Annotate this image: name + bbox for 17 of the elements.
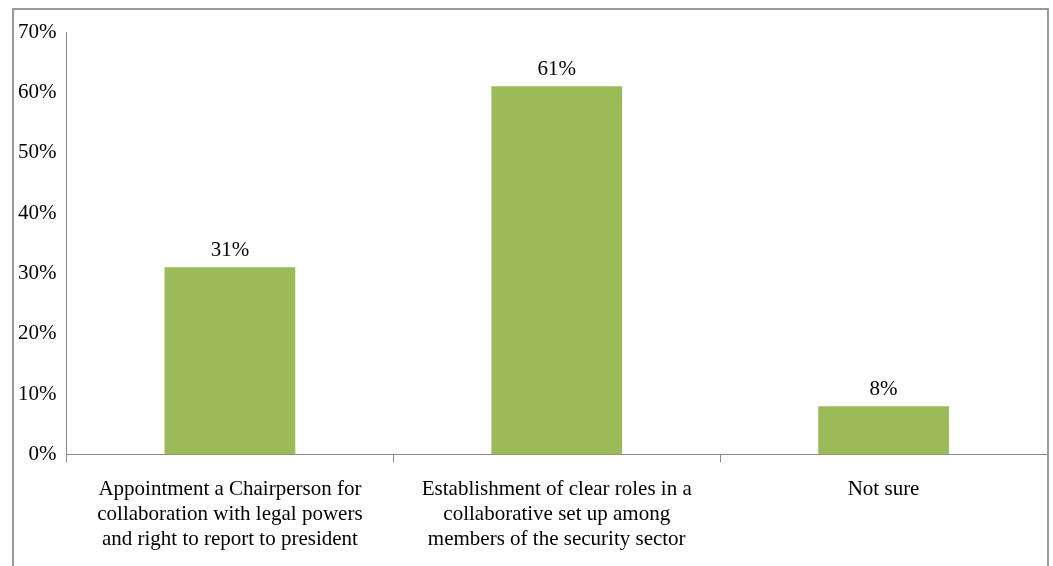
- data-label: 61%: [537, 56, 576, 81]
- x-tick-label: Establishment of clear roles in a collaborative set up among members of the security sector: [421, 475, 693, 550]
- y-tick-label: 50%: [17, 139, 57, 164]
- y-tick-label: 0%: [28, 440, 57, 465]
- bar: [164, 267, 296, 455]
- x-tick-label: Appointment a Chairperson for collaboration with legal powers and right to report to president: [97, 475, 363, 550]
- data-label: 8%: [869, 376, 898, 401]
- bar: [491, 86, 623, 455]
- y-tick-label: 40%: [17, 199, 57, 224]
- y-tick-label: 60%: [17, 78, 57, 103]
- y-tick-label: 30%: [17, 259, 57, 284]
- x-tick-label: Not sure: [847, 475, 920, 500]
- data-label: 31%: [210, 237, 250, 262]
- y-tick-label: 10%: [17, 380, 57, 405]
- y-tick-label: 20%: [17, 320, 57, 345]
- y-tick-label: 70%: [17, 18, 57, 43]
- bar: [818, 406, 949, 455]
